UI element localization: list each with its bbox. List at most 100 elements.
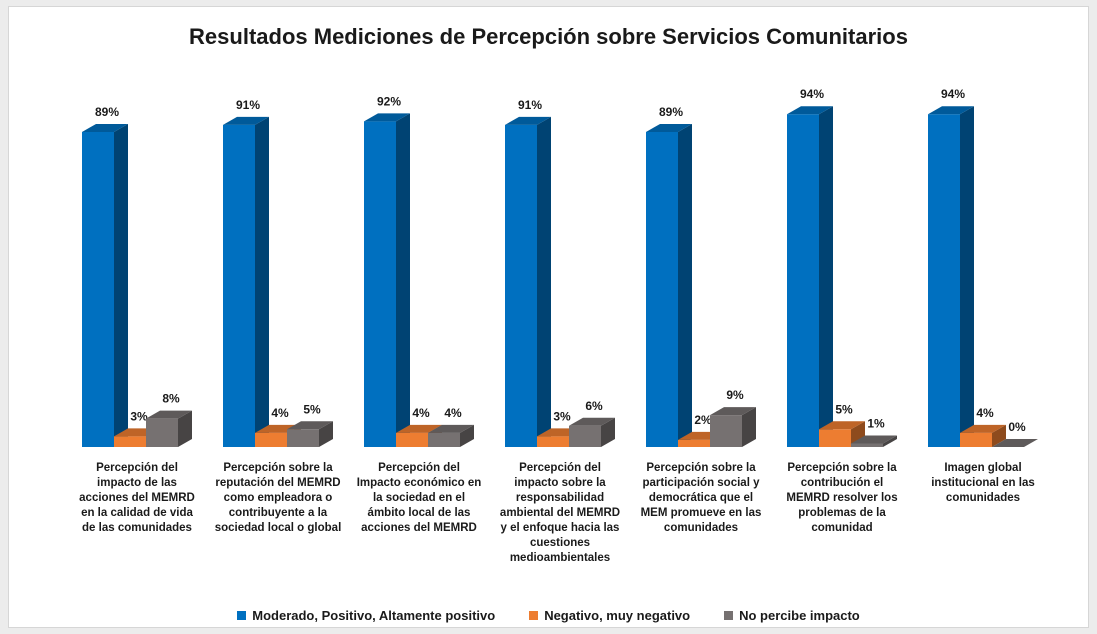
data-label: 0%: [1008, 420, 1026, 434]
legend-label: Negativo, muy negativo: [544, 608, 691, 623]
bar-front: [223, 124, 255, 448]
bar-front: [396, 432, 428, 447]
bar-front: [428, 432, 460, 447]
data-label: 2%: [694, 413, 712, 427]
data-label: 6%: [585, 399, 603, 413]
data-label: 89%: [95, 105, 119, 119]
bar-side: [992, 424, 1006, 447]
data-label: 4%: [976, 406, 994, 420]
bar: [505, 116, 551, 448]
bar-side: [819, 106, 833, 448]
x-tick-label: Percepción sobre la participación social…: [640, 462, 762, 534]
bar-side: [678, 123, 692, 447]
bar-front: [646, 131, 678, 447]
bar: [646, 123, 692, 447]
bar-top: [396, 424, 442, 433]
x-tick-label: Percepción del Impacto económico en la s…: [356, 462, 482, 534]
data-label: 94%: [941, 87, 965, 101]
bar: [960, 424, 1006, 447]
bar-side: [396, 113, 410, 447]
bar: [287, 421, 333, 447]
data-label: 89%: [659, 105, 683, 119]
data-label: 92%: [377, 94, 401, 108]
data-label: 5%: [835, 402, 853, 416]
bar-front: [960, 432, 992, 447]
data-label: 9%: [726, 388, 744, 402]
bar-side: [960, 106, 974, 448]
bar-top: [992, 439, 1038, 447]
bar-top: [787, 106, 833, 115]
bar: [223, 116, 269, 448]
legend-swatch: [529, 611, 539, 620]
bar-top: [364, 113, 410, 122]
legend-swatch: [237, 611, 247, 620]
data-label: 5%: [303, 402, 321, 416]
bar-top: [646, 123, 692, 132]
bar-side: [255, 116, 269, 448]
bar-side: [178, 410, 192, 447]
bar: [428, 424, 474, 447]
x-tick-label: Percepción sobre la reputación del MEMRD…: [214, 462, 342, 534]
bar-front: [851, 443, 883, 447]
legend-label: No percibe impacto: [739, 608, 860, 623]
bar-top: [428, 424, 474, 433]
legend-label: Moderado, Positivo, Altamente positivo: [252, 608, 496, 623]
bar: [569, 417, 615, 447]
bar: [992, 439, 1038, 447]
bar: [710, 407, 756, 447]
data-label: 4%: [412, 406, 430, 420]
data-label: 91%: [518, 98, 542, 112]
bar-top: [146, 410, 192, 419]
data-label: 4%: [271, 406, 289, 420]
bar: [146, 410, 192, 447]
bar: [364, 113, 410, 447]
bar-side: [319, 421, 333, 447]
bar-front: [678, 439, 710, 447]
bar-front: [255, 432, 287, 447]
legend-item: Moderado, Positivo, Altamente positivo: [237, 608, 495, 623]
data-label: 91%: [236, 98, 260, 112]
legend-item: No percibe impacto: [724, 608, 860, 623]
bar-front: [82, 131, 114, 447]
data-label: 94%: [800, 87, 824, 101]
bar-top: [287, 421, 333, 430]
bar-front: [537, 436, 569, 447]
bar-front: [569, 425, 601, 447]
bar-side: [883, 435, 897, 447]
bar-front: [787, 114, 819, 448]
bar-top: [960, 424, 1006, 433]
chart-title: Resultados Mediciones de Percepción sobr…: [189, 24, 908, 49]
bar: [787, 106, 833, 448]
bar-top: [710, 407, 756, 416]
bar-top: [928, 106, 974, 115]
bar: [82, 123, 128, 447]
bar-side: [601, 417, 615, 447]
bar-front: [114, 436, 146, 447]
bar-side: [537, 116, 551, 448]
bar-front: [710, 415, 742, 447]
bar-side: [114, 123, 128, 447]
bar-side: [460, 424, 474, 447]
data-label: 1%: [867, 416, 885, 430]
bar-top: [819, 421, 865, 430]
legend: Moderado, Positivo, Altamente positivo Ne…: [0, 608, 1097, 623]
legend-swatch: [724, 611, 734, 620]
bar-top: [505, 116, 551, 125]
bar-front: [505, 124, 537, 448]
bar-front: [928, 114, 960, 448]
bar-top: [569, 417, 615, 426]
x-tick-label: Percepción del impacto sobre la responsa…: [499, 462, 621, 564]
data-label: 3%: [553, 409, 571, 423]
x-tick-label: Imagen global institucional en las comun…: [931, 462, 1035, 504]
bar-front: [819, 429, 851, 447]
data-label: 4%: [444, 406, 462, 420]
bar-top: [223, 116, 269, 125]
bar: [851, 435, 897, 447]
bar-front: [146, 418, 178, 447]
legend-item: Negativo, muy negativo: [529, 608, 690, 623]
x-tick-label: Percepción sobre la contribución el MEMR…: [786, 462, 898, 534]
bar-front: [287, 429, 319, 447]
bar-front: [364, 121, 396, 447]
